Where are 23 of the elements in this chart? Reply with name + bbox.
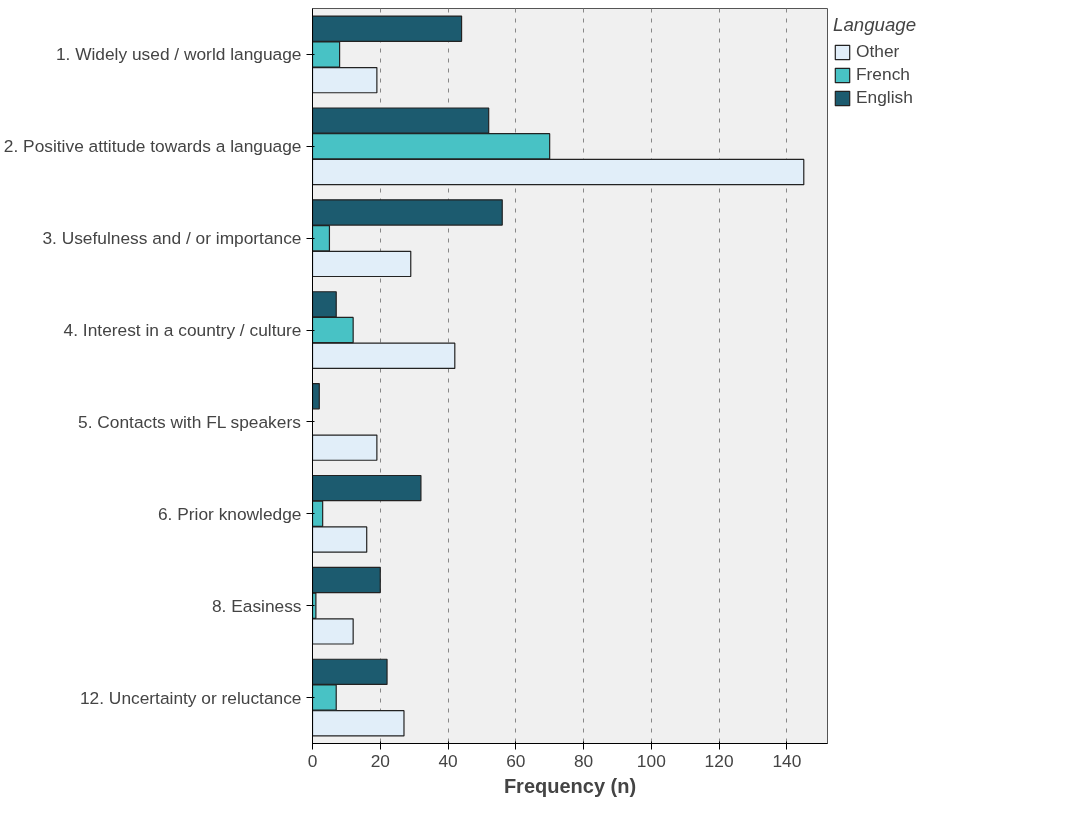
- legend-title: Language: [833, 14, 917, 36]
- x-tick-label: 60: [506, 750, 526, 771]
- x-tick-label: 140: [772, 750, 802, 771]
- x-tick-label: 100: [636, 750, 666, 771]
- y-tick-label: 1. Widely used / world language: [55, 44, 302, 65]
- y-tick-label: 2. Positive attitude towards a language: [3, 136, 302, 157]
- x-tick-label: 120: [704, 750, 734, 771]
- x-tick-label: 0: [307, 750, 318, 771]
- y-tick-label: 5. Contacts with FL speakers: [78, 411, 302, 432]
- y-tick-label: 12. Uncertainty or reluctance: [79, 687, 302, 708]
- x-axis-title: Frequency (n): [503, 774, 637, 797]
- bar: [312, 434, 378, 461]
- legend-label: Other: [856, 41, 900, 62]
- y-tick-label: 3. Usefulness and / or importance: [42, 228, 302, 249]
- x-tick-label: 80: [573, 750, 594, 771]
- y-tick-label: 8. Easiness: [211, 595, 302, 616]
- y-tick-label: 6. Prior knowledge: [157, 503, 302, 524]
- legend-label: English: [856, 87, 913, 108]
- x-tick-label: 20: [370, 750, 390, 771]
- y-tick-label: 4. Interest in a country / culture: [63, 320, 302, 341]
- bar: [312, 383, 320, 410]
- legend-label: French: [856, 64, 910, 85]
- x-tick-label: 40: [438, 750, 458, 771]
